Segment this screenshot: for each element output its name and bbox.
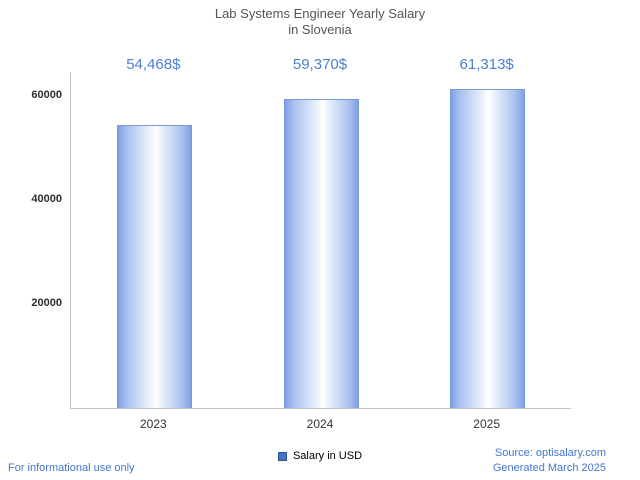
disclaimer-text: For informational use only (8, 462, 135, 474)
chart-title: Lab Systems Engineer Yearly Salary in Sl… (0, 6, 640, 38)
value-label-2024: 59,370$ (292, 56, 348, 73)
bar-2024 (283, 99, 359, 408)
source-text: Source: optisalary.com (494, 447, 606, 459)
value-label-2023: 54,468$ (126, 56, 181, 73)
x-axis-label-2024: 2024 (306, 417, 334, 431)
source-block: Source: optisalary.com Generated March 2… (493, 446, 606, 476)
y-axis-tick-40000: 40000 (31, 192, 62, 205)
legend-label: Salary in USD (292, 450, 363, 462)
y-axis-tick-60000: 60000 (31, 88, 62, 101)
x-axis-label-2023: 2023 (139, 417, 167, 431)
x-axis-label-2025: 2025 (473, 417, 500, 431)
plot-area (70, 72, 571, 409)
legend-swatch-icon (277, 451, 287, 461)
bar-2025 (450, 89, 526, 408)
chart-title-line1: Lab Systems Engineer Yearly Salary (214, 6, 426, 21)
chart-title-line2: in Slovenia (288, 22, 352, 37)
bar-2023 (116, 125, 192, 408)
value-label-2025: 61,313$ (459, 56, 514, 73)
y-axis-tick-20000: 20000 (31, 296, 62, 309)
legend: Salary in USD (0, 450, 640, 462)
generated-text: Generated March 2025 (492, 462, 606, 474)
